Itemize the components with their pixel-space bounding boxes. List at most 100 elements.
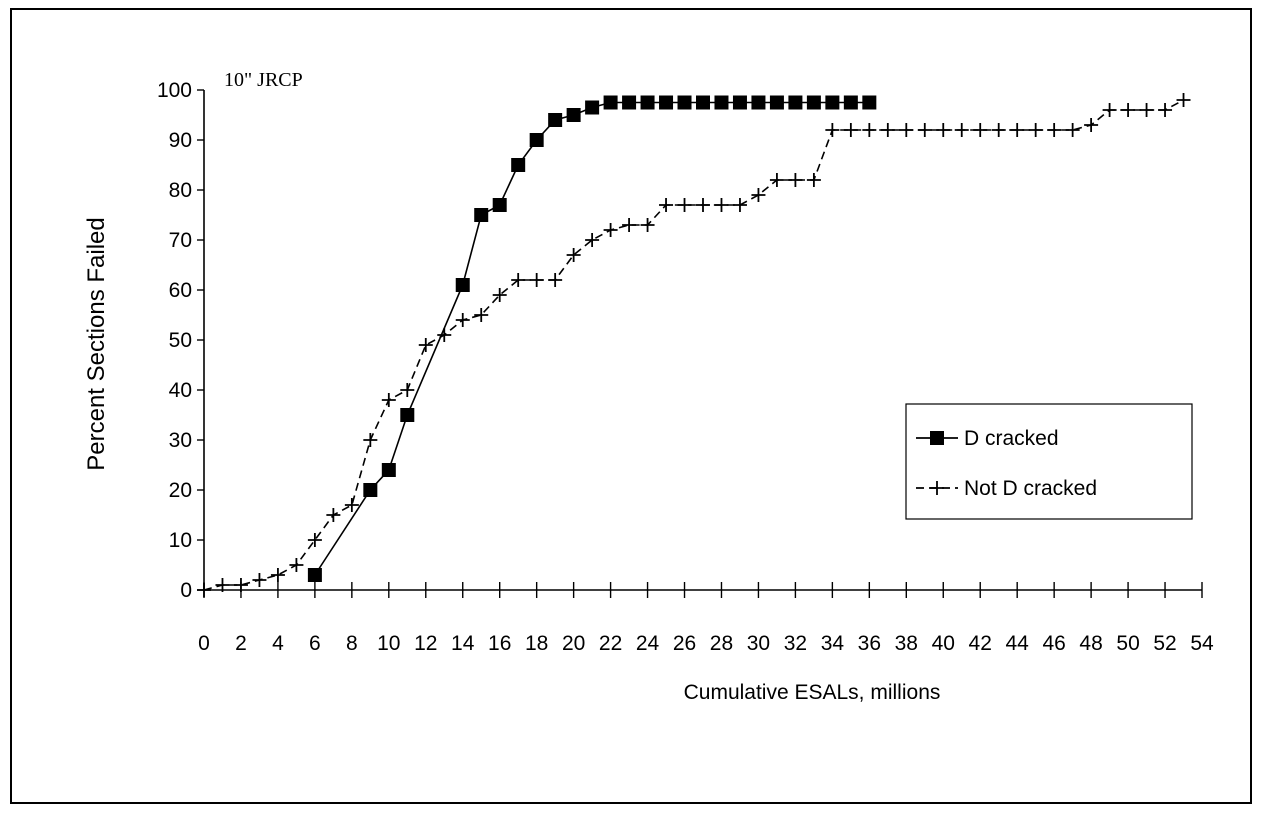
y-tick-label: 70 — [169, 229, 192, 252]
y-axis-label: Percent Sections Failed — [83, 217, 110, 470]
data-point-not-d-cracked — [640, 218, 655, 232]
data-point-not-d-cracked — [1121, 103, 1136, 117]
series-line-d-cracked — [314, 101, 870, 576]
data-point-not-d-cracked — [1065, 123, 1080, 137]
data-point-not-d-cracked — [843, 123, 858, 137]
series-line-not-d-cracked — [203, 99, 1184, 591]
data-point-d-cracked — [363, 483, 378, 497]
y-tick-label: 90 — [169, 129, 192, 152]
data-point-not-d-cracked — [622, 218, 637, 232]
data-point-d-cracked — [806, 95, 821, 110]
data-point-not-d-cracked — [1102, 103, 1117, 117]
data-point-not-d-cracked — [529, 273, 544, 287]
data-point-d-cracked — [566, 108, 581, 122]
legend: D cracked Not D cracked — [905, 403, 1193, 520]
data-point-not-d-cracked — [788, 173, 803, 187]
data-point-not-d-cracked — [455, 313, 470, 327]
data-point-d-cracked — [603, 95, 618, 110]
data-point-d-cracked — [677, 95, 692, 110]
data-point-not-d-cracked — [492, 288, 507, 302]
legend-marker-d-cracked — [930, 431, 944, 445]
data-point-not-d-cracked — [233, 578, 248, 592]
data-point-not-d-cracked — [1084, 118, 1099, 132]
x-tick-label: 38 — [895, 632, 918, 655]
data-point-d-cracked — [400, 408, 415, 422]
data-point-not-d-cracked — [862, 123, 877, 137]
x-tick-label: 32 — [784, 632, 807, 655]
data-point-not-d-cracked — [991, 123, 1006, 137]
y-tick-label: 50 — [169, 329, 192, 352]
data-point-d-cracked — [529, 133, 544, 147]
x-tick-label: 54 — [1190, 632, 1214, 655]
data-point-not-d-cracked — [566, 248, 581, 262]
data-point-not-d-cracked — [585, 233, 600, 247]
data-point-not-d-cracked — [806, 173, 821, 187]
y-tick-label: 10 — [169, 529, 192, 552]
data-point-not-d-cracked — [825, 123, 840, 137]
x-tick-label: 28 — [710, 632, 733, 655]
x-tick-label: 18 — [525, 632, 548, 655]
data-point-not-d-cracked — [437, 328, 452, 342]
data-point-not-d-cracked — [326, 508, 341, 522]
data-point-not-d-cracked — [252, 573, 267, 587]
x-tick-label: 4 — [272, 632, 284, 655]
data-point-d-cracked — [474, 208, 489, 222]
y-tick-label: 20 — [169, 479, 192, 502]
data-point-not-d-cracked — [677, 198, 692, 212]
data-point-d-cracked — [751, 95, 766, 110]
data-point-not-d-cracked — [344, 498, 359, 512]
y-tick-label: 100 — [157, 79, 192, 102]
data-point-d-cracked — [585, 100, 600, 115]
data-point-d-cracked — [640, 95, 655, 110]
data-point-d-cracked — [492, 198, 507, 212]
data-point-d-cracked — [307, 568, 322, 582]
x-tick-label: 10 — [377, 632, 400, 655]
y-tick-label: 80 — [169, 179, 192, 202]
x-tick-label: 24 — [636, 632, 660, 655]
data-point-not-d-cracked — [603, 223, 618, 237]
data-point-d-cracked — [843, 95, 858, 110]
x-tick-label: 12 — [414, 632, 437, 655]
data-point-not-d-cracked — [363, 433, 378, 447]
data-point-not-d-cracked — [1047, 123, 1062, 137]
x-tick-label: 52 — [1153, 632, 1176, 655]
x-tick-label: 36 — [858, 632, 881, 655]
data-point-not-d-cracked — [659, 198, 674, 212]
data-point-not-d-cracked — [714, 198, 729, 212]
data-point-not-d-cracked — [307, 533, 322, 547]
x-tick-label: 34 — [821, 632, 845, 655]
x-tick-label: 8 — [346, 632, 358, 655]
data-point-d-cracked — [696, 95, 710, 110]
data-point-not-d-cracked — [418, 338, 433, 352]
y-tick-label: 40 — [169, 379, 192, 402]
chart-annotation: 10" JRCP — [224, 69, 303, 91]
data-point-d-cracked — [788, 95, 803, 110]
data-point-d-cracked — [714, 95, 729, 110]
data-point-d-cracked — [622, 95, 637, 110]
data-point-not-d-cracked — [899, 123, 914, 137]
data-point-not-d-cracked — [400, 383, 415, 397]
chart-frame: 0 10 20 30 40 50 60 70 80 90 100 0 2 4 6 8 10 12 14 16 18 20 2… — [10, 8, 1252, 804]
x-tick-label: 22 — [599, 632, 622, 655]
data-point-not-d-cracked — [1139, 103, 1154, 117]
data-point-not-d-cracked — [936, 123, 951, 137]
x-tick-label: 48 — [1079, 632, 1102, 655]
data-point-d-cracked — [659, 95, 674, 110]
data-point-d-cracked — [381, 463, 396, 477]
data-point-not-d-cracked — [197, 583, 211, 597]
y-tick-label: 60 — [169, 279, 192, 302]
data-point-not-d-cracked — [511, 273, 526, 287]
x-tick-label: 6 — [309, 632, 321, 655]
data-point-not-d-cracked — [880, 123, 895, 137]
x-tick-label: 26 — [673, 632, 696, 655]
data-point-not-d-cracked — [1010, 123, 1025, 137]
y-tick-label: 30 — [169, 429, 192, 452]
data-point-d-cracked — [455, 278, 470, 292]
data-point-not-d-cracked — [289, 558, 304, 572]
x-tick-label: 16 — [488, 632, 511, 655]
x-tick-label: 46 — [1042, 632, 1065, 655]
y-tick-label: 0 — [180, 579, 192, 602]
data-point-not-d-cracked — [1158, 103, 1173, 117]
legend-label-d-cracked: D cracked — [964, 427, 1059, 450]
